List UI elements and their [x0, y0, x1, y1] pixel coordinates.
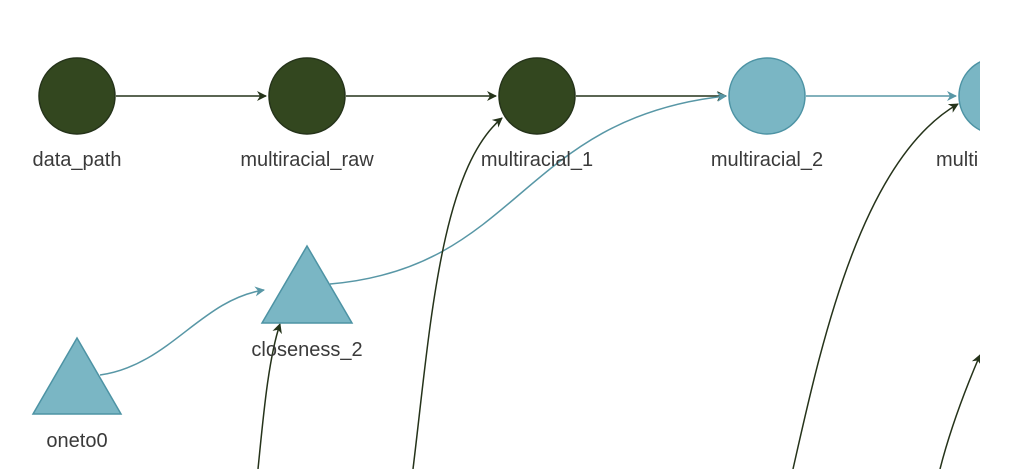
label-multiracial_2: multiracial_2 [711, 149, 823, 171]
node-closeness_2[interactable] [260, 244, 354, 324]
node-oneto0[interactable] [31, 336, 123, 415]
edge-offscreen-to-multiracial_3 [792, 103, 959, 469]
edge-offscreen-to-closeness_2 [257, 323, 282, 469]
label-multiracial_1: multiracial_1 [481, 149, 593, 171]
label-closeness_2: closeness_2 [251, 339, 362, 361]
label-multiracial_raw: multiracial_raw [240, 149, 374, 171]
node-multiracial_1[interactable] [498, 57, 576, 135]
node-multiracial_raw[interactable] [268, 57, 346, 135]
edge-offscreen-to-multiracial_1 [412, 117, 503, 469]
node-multiracial_3[interactable] [958, 58, 1032, 134]
label-data_path: data_path [33, 149, 122, 171]
node-multiracial_2[interactable] [728, 57, 806, 135]
edge-offscreen-to-offscreen [939, 354, 980, 469]
edge-closeness_2-to-multiracial_2 [329, 91, 727, 285]
label-multiracial_3: multi [936, 149, 978, 171]
label-oneto0: oneto0 [46, 430, 107, 452]
node-data_path[interactable] [38, 57, 116, 135]
edge-oneto0-to-closeness_2 [99, 286, 265, 376]
